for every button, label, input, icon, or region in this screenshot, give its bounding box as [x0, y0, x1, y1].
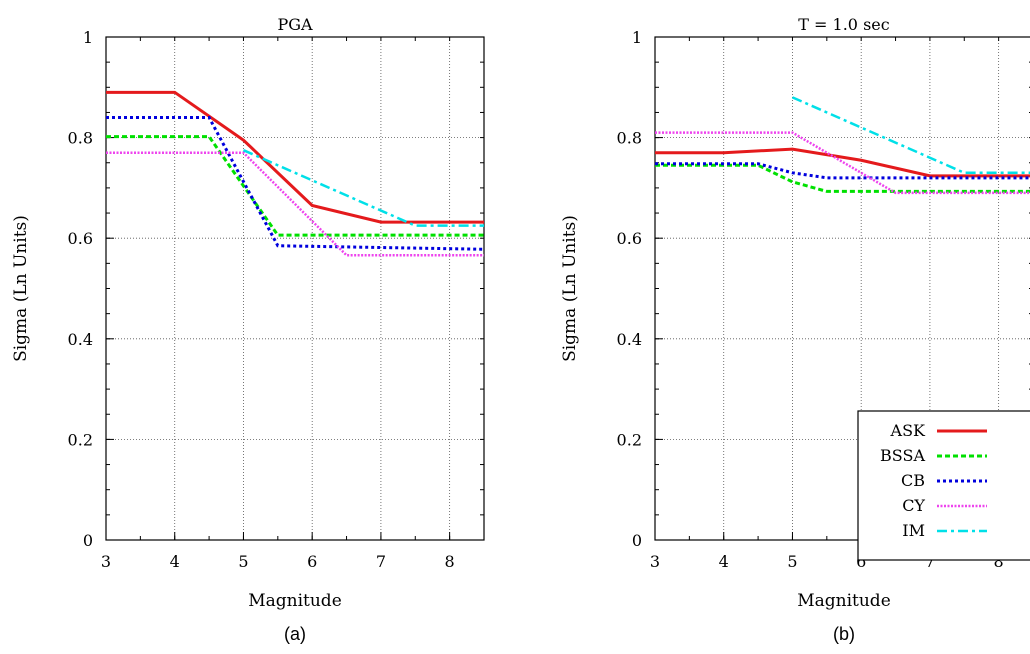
x-tick-label: 4 [719, 552, 729, 571]
legend-label: ASK [890, 421, 927, 440]
series-line-cy [106, 151, 484, 257]
y-tick-label: 1 [83, 28, 93, 47]
y-tick-label: 0.6 [68, 229, 93, 248]
x-tick-label: 7 [925, 552, 935, 571]
chart-title: T = 1.0 sec [798, 15, 889, 34]
series-line-ask [655, 147, 1030, 178]
chart-title: PGA [277, 15, 313, 34]
y-tick-label: 1 [632, 28, 642, 47]
y-tick-label: 0.4 [68, 330, 93, 349]
x-tick-label: 3 [101, 552, 111, 571]
series-line-bssa [106, 135, 484, 237]
panel-caption: (a) [284, 624, 306, 644]
panel-a: 3 4 5 6 7 8 0 0.2 0.4 0.6 0.8 1 PGA Magnitude Sigma (L… [11, 15, 485, 644]
x-axis-label: Magnitude [797, 591, 891, 611]
legend-label: IM [902, 521, 925, 540]
series-line-cb [106, 115, 485, 251]
x-tick-label: 8 [994, 552, 1004, 571]
x-tick-label: 4 [170, 552, 180, 571]
legend: ASK BSSA CB CY IM [857, 410, 1030, 561]
x-tick-label: 3 [650, 552, 660, 571]
y-tick-label: 0.2 [617, 430, 642, 449]
legend-box [857, 410, 1030, 561]
legend-label: BSSA [880, 446, 925, 465]
plot-frame [654, 36, 1030, 541]
x-tick-label: 5 [238, 552, 248, 571]
panel-caption: (b) [833, 624, 855, 644]
series-line-ask [106, 90, 484, 224]
plot-frame [105, 36, 485, 541]
y-tick-label: 0.8 [68, 129, 93, 148]
y-tick-label: 0 [83, 531, 93, 550]
y-tick-label: 0.4 [617, 330, 642, 349]
series-line-im [791, 96, 1030, 175]
y-tick-label: 0.6 [617, 229, 642, 248]
x-tick-label: 8 [445, 552, 455, 571]
y-tick-label: 0.8 [617, 129, 642, 148]
legend-label: CY [902, 496, 925, 515]
x-tick-label: 5 [787, 552, 797, 571]
x-axis-label: Magnitude [248, 591, 342, 611]
x-tick-label: 7 [376, 552, 386, 571]
legend-label: CB [901, 471, 925, 490]
series-line-cy [655, 131, 1030, 195]
panel-b: 3 4 5 6 7 8 0 0.2 0.4 0.6 0.8 1 T = 1.0 sec Magnitude… [560, 15, 1030, 644]
y-axis-label: Sigma (Ln Units) [560, 215, 580, 362]
series-line-im [242, 149, 484, 227]
y-axis-label: Sigma (Ln Units) [11, 215, 31, 362]
series-line-cb [655, 162, 1030, 180]
x-tick-label: 6 [307, 552, 317, 571]
y-tick-label: 0.2 [68, 430, 93, 449]
grid [106, 37, 484, 540]
x-tick-label: 6 [856, 552, 866, 571]
y-tick-label: 0 [632, 531, 642, 550]
